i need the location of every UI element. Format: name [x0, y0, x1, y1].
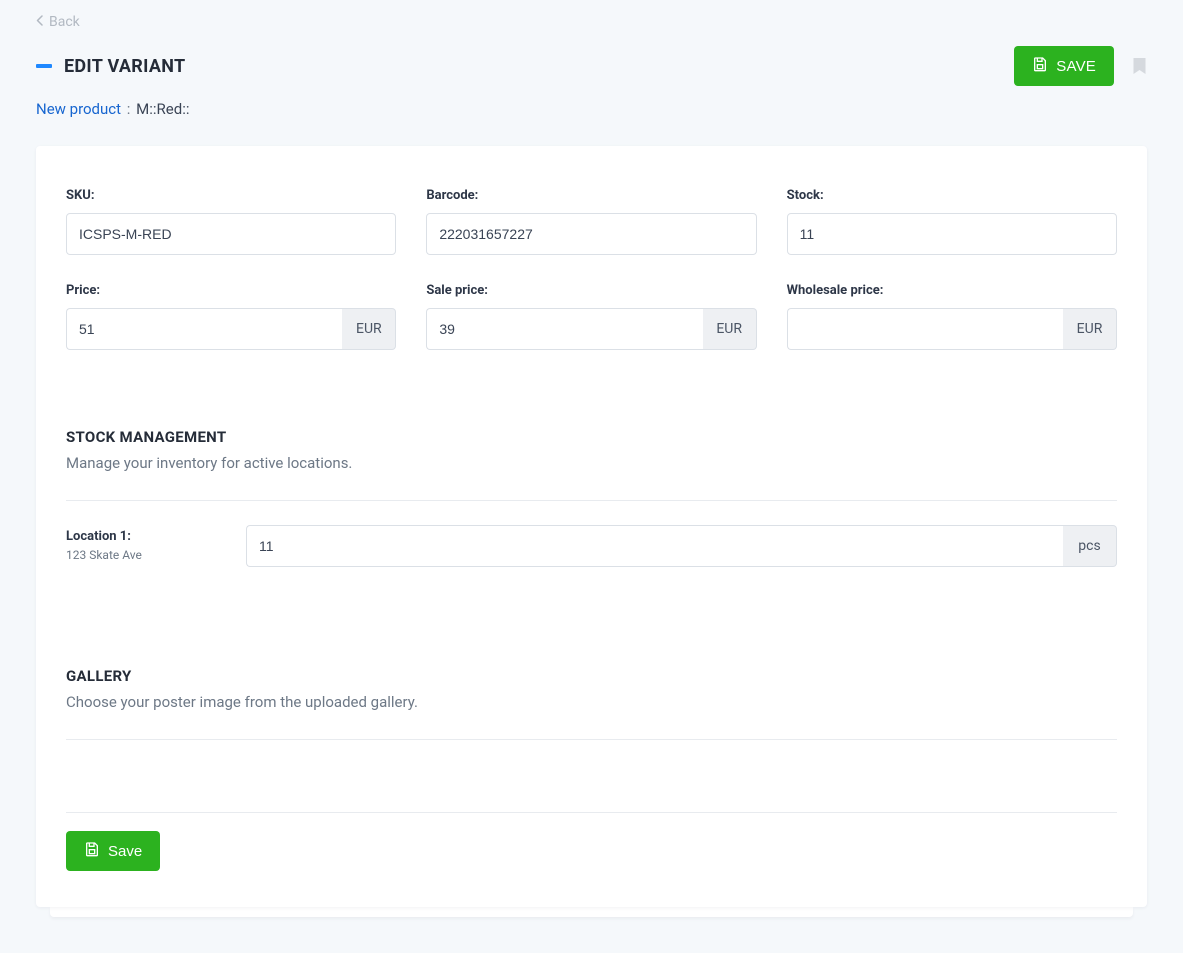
breadcrumb-variant: M::Red::	[136, 100, 189, 118]
save-icon	[84, 841, 100, 861]
header-actions: SAVE	[1014, 46, 1147, 86]
title-accent-dash	[36, 64, 52, 68]
breadcrumb-product-link[interactable]: New product	[36, 100, 121, 118]
sku-label: SKU:	[66, 188, 396, 203]
breadcrumb-separator: :	[127, 100, 131, 118]
stock-management-section: STOCK MANAGEMENT Manage your inventory f…	[66, 428, 1117, 567]
save-icon	[1032, 56, 1048, 76]
stock-management-title: STOCK MANAGEMENT	[66, 428, 1117, 446]
price-label: Price:	[66, 283, 396, 298]
barcode-field: Barcode:	[426, 188, 756, 255]
location-qty-input[interactable]	[246, 525, 1063, 567]
card-stack-shadow	[50, 907, 1133, 917]
stock-input[interactable]	[787, 213, 1117, 255]
wholesale-price-label: Wholesale price:	[787, 283, 1117, 298]
back-label: Back	[49, 14, 80, 30]
price-field: Price: EUR	[66, 283, 396, 350]
save-button-bottom[interactable]: Save	[66, 831, 160, 871]
page-header: EDIT VARIANT SAVE	[36, 46, 1147, 86]
chevron-left-icon	[36, 14, 43, 30]
stock-field: Stock:	[787, 188, 1117, 255]
save-button-bottom-label: Save	[108, 843, 142, 860]
back-link[interactable]: Back	[36, 14, 80, 30]
divider	[66, 500, 1117, 501]
save-button-top[interactable]: SAVE	[1014, 46, 1114, 86]
location-meta: Location 1: 123 Skate Ave	[66, 525, 246, 562]
location-unit-addon: pcs	[1063, 525, 1117, 567]
bookmark-icon[interactable]	[1132, 57, 1147, 75]
gallery-content-area	[66, 740, 1117, 798]
fields-grid: SKU: Barcode: Stock: Price: EUR Sale pri…	[66, 188, 1117, 350]
save-button-top-label: SAVE	[1056, 58, 1096, 75]
title-area: EDIT VARIANT	[36, 56, 185, 77]
location-row: Location 1: 123 Skate Ave pcs	[66, 525, 1117, 567]
page-title: EDIT VARIANT	[64, 56, 185, 77]
wholesale-price-currency-addon: EUR	[1063, 308, 1117, 350]
sale-price-field: Sale price: EUR	[426, 283, 756, 350]
location-qty-group: pcs	[246, 525, 1117, 567]
gallery-title: GALLERY	[66, 667, 1117, 685]
gallery-section: GALLERY Choose your poster image from th…	[66, 667, 1117, 798]
sale-price-label: Sale price:	[426, 283, 756, 298]
price-input[interactable]	[66, 308, 342, 350]
sku-input[interactable]	[66, 213, 396, 255]
barcode-input[interactable]	[426, 213, 756, 255]
price-currency-addon: EUR	[342, 308, 396, 350]
sale-price-input[interactable]	[426, 308, 702, 350]
breadcrumb: New product : M::Red::	[36, 100, 1147, 118]
wholesale-price-field: Wholesale price: EUR	[787, 283, 1117, 350]
gallery-subtitle: Choose your poster image from the upload…	[66, 693, 1117, 711]
card-footer: Save	[66, 812, 1117, 871]
stock-management-subtitle: Manage your inventory for active locatio…	[66, 454, 1117, 472]
sku-field: SKU:	[66, 188, 396, 255]
sale-price-currency-addon: EUR	[703, 308, 757, 350]
location-label: Location 1:	[66, 529, 246, 544]
stock-label: Stock:	[787, 188, 1117, 203]
form-card: SKU: Barcode: Stock: Price: EUR Sale pri…	[36, 146, 1147, 907]
page-root: Back EDIT VARIANT SAVE New product : M::…	[0, 0, 1183, 953]
barcode-label: Barcode:	[426, 188, 756, 203]
wholesale-price-input[interactable]	[787, 308, 1063, 350]
location-address: 123 Skate Ave	[66, 548, 246, 562]
